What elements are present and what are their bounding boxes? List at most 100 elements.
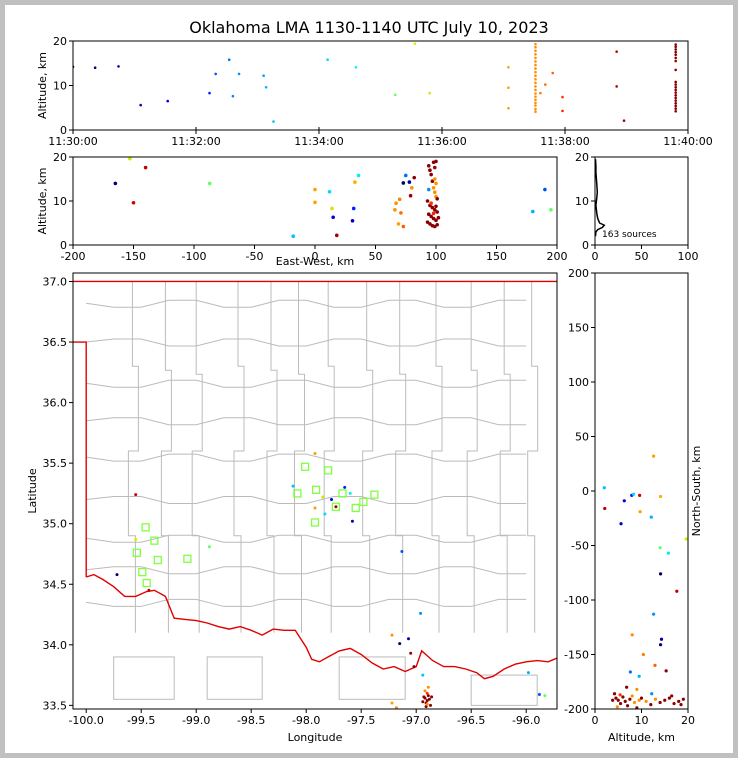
time-altitude-point (507, 86, 510, 90)
east-west-altitude-point (434, 204, 438, 209)
altitude-north-south-point (630, 633, 634, 637)
altitude-north-south-point (628, 697, 632, 701)
altitude-north-south-point (625, 704, 630, 708)
plan-view-map-point (398, 642, 402, 646)
east-west-altitude-point (431, 211, 436, 216)
east-west-altitude-point (350, 219, 355, 223)
lma-station (351, 503, 360, 513)
time-altitude-frame (72, 40, 689, 131)
time-altitude-point (393, 93, 397, 97)
east-west-altitude-ytick-label: 0 (60, 239, 67, 252)
time-altitude-point (534, 45, 537, 49)
altitude-north-south-point (659, 637, 664, 641)
time-altitude-point (534, 74, 537, 78)
east-west-altitude-point (330, 206, 334, 211)
east-west-altitude-point (426, 187, 431, 192)
altitude-histogram-xtick-label: 0 (592, 250, 599, 263)
lma-station (153, 555, 162, 565)
time-altitude-point (534, 101, 537, 105)
east-west-altitude-ytick-label: 10 (53, 195, 67, 208)
plan-view-map-point (409, 651, 413, 655)
time-altitude-point (262, 74, 265, 78)
altitude-north-south-point (658, 494, 663, 499)
altitude-north-south-points (602, 454, 688, 709)
plan-view-map-point (419, 611, 423, 615)
altitude-north-south-point (612, 692, 617, 696)
plan-view-map-xtick-label: -100.0 (68, 714, 103, 727)
lma-station (142, 578, 151, 588)
altitude-north-south-point (672, 701, 676, 706)
altitude-north-south-point (638, 493, 642, 497)
altitude-north-south-ytick-label: 50 (575, 431, 589, 444)
altitude-north-south-point (664, 669, 668, 673)
altitude-histogram-ytick-label: 0 (582, 239, 589, 252)
time-altitude-point (534, 104, 537, 107)
time-altitude-point (674, 110, 677, 113)
east-west-altitude-point (543, 187, 547, 192)
plan-view-map-point (537, 692, 541, 696)
plan-view-map-xtick-label: -98.0 (292, 714, 320, 727)
east-west-altitude-xtick-label: 200 (547, 250, 568, 263)
altitude-north-south-point (637, 698, 641, 702)
east-west-altitude-point (429, 214, 433, 219)
altitude-north-south-point (644, 699, 648, 703)
plan-view-map-point (348, 491, 352, 495)
east-west-altitude-point (399, 211, 403, 215)
plan-view-map-point (426, 685, 430, 689)
time-altitude-point (674, 48, 677, 51)
plan-view-map-ytick-label: 36.5 (43, 336, 68, 349)
altitude-north-south-point (603, 506, 607, 511)
time-altitude-point (674, 88, 677, 92)
time-altitude-point (534, 53, 537, 56)
plan-view-map-point (394, 706, 398, 709)
time-altitude-point (539, 91, 542, 95)
altitude-north-south-ytick-label: -150 (564, 649, 589, 662)
east-west-altitude-point (401, 181, 406, 185)
time-altitude-point (534, 42, 537, 46)
altitude-histogram-xtick-label: 100 (678, 250, 699, 263)
plan-view-map-point (350, 519, 354, 523)
plan-view-map-point (291, 484, 295, 488)
time-altitude-point (674, 99, 677, 102)
east-west-altitude-point (113, 181, 118, 186)
plan-view-map-point (526, 671, 530, 675)
altitude-north-south-point (684, 537, 688, 541)
plan-view-map-point (430, 695, 434, 699)
altitude-north-south-point (658, 572, 663, 576)
time-altitude-point (674, 59, 677, 63)
plan-view-map-point (425, 691, 429, 695)
east-west-altitude-point (431, 186, 436, 190)
altitude-north-south-ytick-label: -50 (571, 540, 589, 553)
plan-view-map-point (334, 505, 338, 509)
altitude-histogram-ytick-label: 20 (575, 151, 589, 164)
time-altitude-points (73, 42, 677, 123)
time-altitude-point (534, 67, 537, 70)
plan-view-map-point (424, 705, 428, 709)
time-altitude-point (674, 96, 677, 100)
time-altitude-point (534, 110, 537, 114)
time-altitude-point (428, 91, 432, 95)
east-west-altitude-point (313, 187, 317, 192)
time-altitude-point (534, 92, 537, 95)
lma-station (370, 490, 379, 499)
plan-view-map-point (400, 550, 404, 554)
plan-view-map-xlabel: Longitude (288, 731, 343, 744)
time-altitude-point (534, 107, 537, 111)
time-altitude-point (561, 109, 564, 113)
east-west-altitude-points (113, 157, 553, 238)
plan-view-map-point (425, 702, 429, 706)
altitude-north-south-xtick-label: 10 (635, 714, 649, 727)
time-altitude-ytick-label: 10 (53, 80, 67, 93)
county-borders (86, 281, 539, 706)
time-altitude-ytick-label: 20 (53, 35, 67, 48)
time-altitude-point (551, 71, 554, 75)
lma-station (150, 536, 159, 545)
altitude-north-south-point (663, 698, 667, 702)
east-west-altitude-point (353, 180, 357, 184)
lma-station (331, 502, 341, 511)
time-altitude-point (674, 53, 677, 57)
time-altitude-point (674, 56, 677, 60)
altitude-north-south-point (618, 693, 622, 697)
plan-view-map-xtick-label: -97.0 (402, 714, 430, 727)
east-west-altitude-point (531, 209, 535, 214)
